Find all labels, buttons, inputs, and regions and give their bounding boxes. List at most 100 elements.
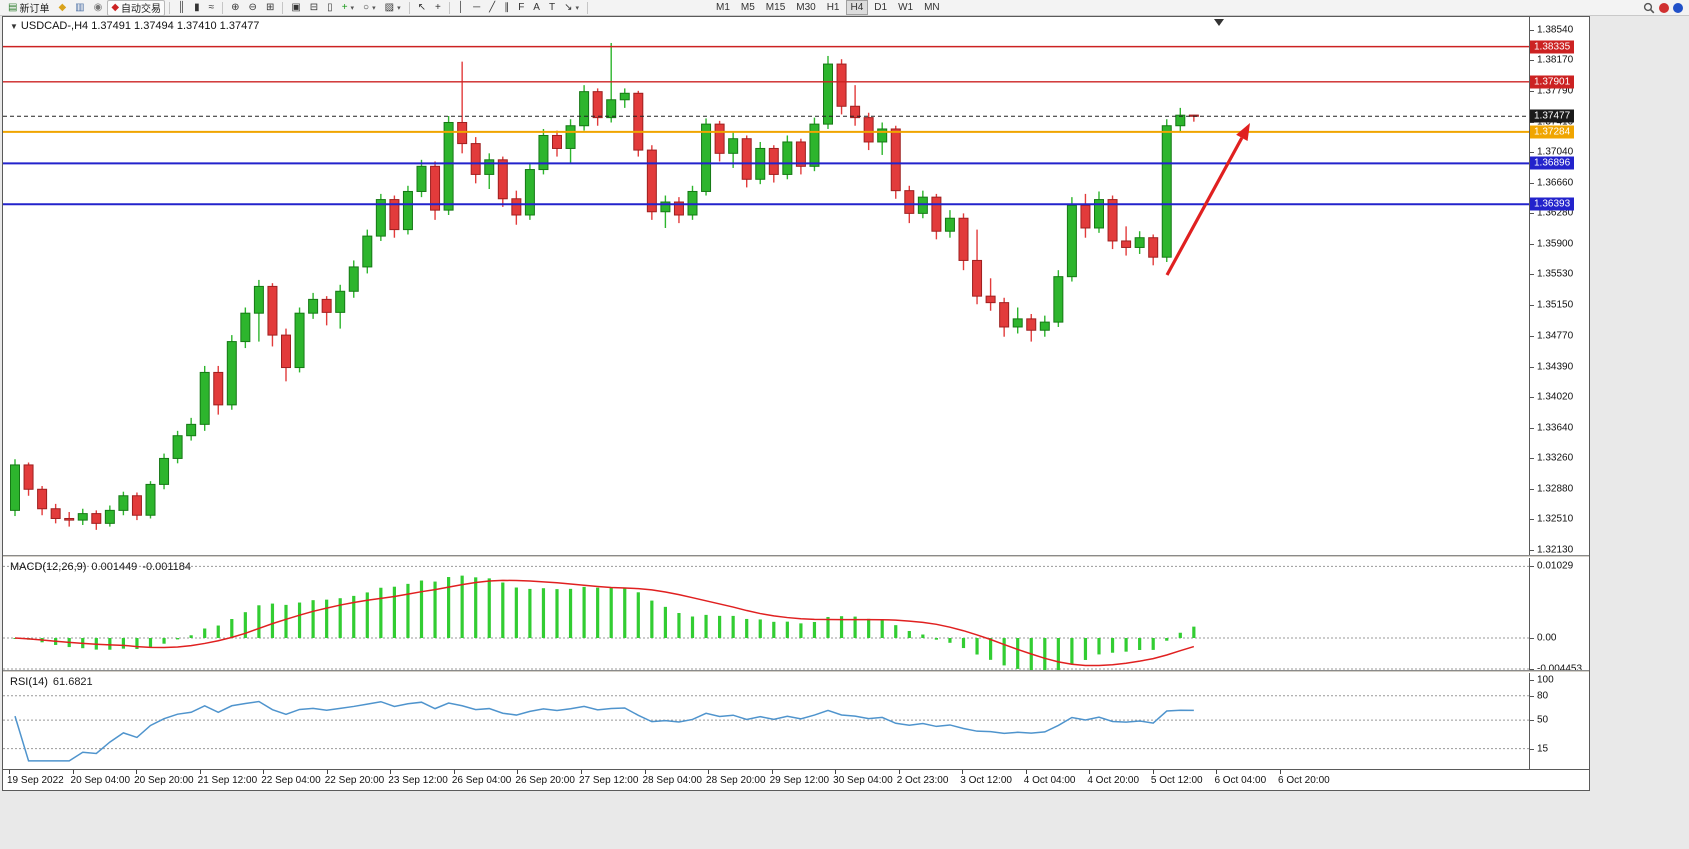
candle [362, 229, 373, 274]
period-button[interactable]: ○ ▾ [359, 0, 380, 16]
candlestick-chart-button[interactable]: ▮ [190, 0, 204, 16]
macd-histogram-bar [284, 604, 288, 638]
timeframe-m5[interactable]: M5 [740, 2, 755, 13]
macd-histogram-bar [352, 595, 356, 638]
text-label-button[interactable]: T [545, 0, 559, 16]
time-axis[interactable]: 19 Sep 2022 20 Sep 04:00 20 Sep 20:00 21 Se… [3, 769, 1589, 790]
line-chart-button[interactable]: ≈ [205, 0, 219, 16]
candle [823, 55, 833, 129]
timeframe-m1[interactable]: M1 [715, 2, 730, 13]
zoom-in-button[interactable]: ⊕ [227, 0, 243, 16]
tile-windows-button[interactable]: ⊞ [262, 0, 278, 16]
horizontal-line-button[interactable]: ─ [469, 0, 484, 16]
macd-chart-svg [3, 565, 1529, 670]
price-axis-label: 1.32130 [1537, 544, 1574, 556]
timeframe-d1[interactable]: D1 [874, 2, 888, 13]
scale-tick [1530, 366, 1534, 368]
price-axis-label: 1.34020 [1537, 391, 1574, 403]
candle [1161, 119, 1172, 263]
macd-title: MACD(12,26,9) 0.001449 -0.001184 [10, 561, 191, 573]
candle [1134, 231, 1145, 254]
time-axis-tick [835, 770, 837, 774]
scale-tick [1530, 427, 1534, 429]
data-window-button[interactable]: ▥ [71, 0, 88, 16]
time-axis-tick [1280, 770, 1281, 774]
text-button[interactable]: A [529, 0, 544, 16]
auto-trading-button[interactable]: ◆ 自动交易 [107, 0, 166, 16]
zoom-out-button[interactable]: ⊖ [245, 0, 261, 16]
alerts-button[interactable]: ◉ [90, 0, 107, 16]
trendline-button[interactable]: ╱ [485, 0, 499, 16]
price-scale[interactable]: 1.385401.381701.377901.374101.370401.366… [1529, 17, 1589, 769]
chart-shift-marker[interactable] [1214, 19, 1224, 26]
new-order-button[interactable]: ▤ 新订单 [4, 0, 53, 16]
market-watch-button[interactable]: ◆ [54, 0, 70, 16]
candle [64, 511, 75, 527]
channel-button[interactable]: ∥ [500, 0, 513, 16]
price-axis-label: 1.38540 [1537, 24, 1574, 36]
price-axis-label: 1.36660 [1537, 177, 1574, 189]
timeframe-h4[interactable]: H4 [845, 0, 869, 15]
macd-histogram-bar [704, 614, 708, 638]
trend-arrow-annotation[interactable] [1165, 123, 1250, 276]
cascade-windows-button[interactable]: ▣ [287, 0, 304, 16]
fibonacci-button[interactable]: F [514, 0, 528, 16]
add-indicator-button[interactable]: + ▾ [338, 0, 358, 16]
macd-histogram-bar [731, 615, 735, 638]
pane-divider[interactable] [3, 555, 1589, 558]
price-pane[interactable]: ▼ USDCAD-,H4 1.37491 1.37494 1.37410 1.37… [3, 17, 1529, 555]
macd-pane[interactable]: MACD(12,26,9) 0.001449 -0.001184 [3, 558, 1529, 670]
crosshair-button[interactable]: + [431, 0, 445, 16]
tile-vertical-button[interactable]: ▯ [323, 0, 337, 16]
price-axis-label: 1.36280 [1537, 207, 1574, 219]
macd-histogram-bar [1178, 632, 1182, 638]
macd-histogram-bar [826, 616, 830, 638]
time-axis-tick [136, 770, 138, 774]
horizontal-line-icon: ─ [473, 1, 481, 13]
scale-tick [1530, 305, 1534, 307]
macd-histogram-bar [487, 578, 491, 638]
candle [850, 85, 861, 126]
cascade-windows-icon: ▣ [291, 1, 301, 13]
macd-histogram-bar [921, 634, 925, 638]
toolbar-separator [169, 1, 171, 14]
template-button[interactable]: ▨ ▾ [381, 0, 405, 16]
timeframe-w1[interactable]: W1 [898, 2, 914, 13]
macd-histogram-bar [1124, 638, 1128, 652]
search-icon[interactable] [1643, 2, 1655, 14]
macd-histogram-bar [176, 638, 180, 640]
timeframe-m30[interactable]: M30 [796, 2, 816, 13]
red-circle-icon[interactable] [1659, 2, 1669, 13]
candle [253, 279, 264, 342]
bar-chart-button[interactable]: ║ [174, 0, 189, 16]
candle [172, 430, 183, 464]
bar-chart-icon: ║ [178, 1, 186, 13]
symbol-dropdown-icon[interactable]: ▼ [10, 22, 18, 31]
pane-divider[interactable] [3, 670, 1589, 673]
macd-histogram-bar [772, 621, 776, 638]
candle [416, 159, 427, 198]
scale-tick [1530, 489, 1534, 491]
rsi-chart-svg [3, 695, 1529, 762]
timeframe-h1[interactable]: H1 [826, 2, 840, 13]
vertical-line-button[interactable]: │ [454, 0, 468, 16]
time-axis-tick [644, 770, 646, 774]
time-axis-tick [771, 770, 773, 774]
candle [741, 135, 752, 188]
blue-circle-icon[interactable] [1673, 2, 1683, 13]
time-axis-label: 26 Sep 04:00 [451, 775, 512, 786]
macd-histogram-bar [528, 588, 532, 638]
chart-title: ▼ USDCAD-,H4 1.37491 1.37494 1.37410 1.37… [10, 20, 259, 32]
timeframe-m15[interactable]: M15 [765, 2, 786, 13]
candle [281, 328, 291, 382]
candle [1066, 197, 1077, 282]
cursor-button[interactable]: ↖ [414, 0, 430, 16]
candle [104, 505, 115, 527]
candle [944, 210, 955, 238]
rsi-pane[interactable]: RSI(14) 61.6821 [3, 673, 1529, 769]
tile-horizontal-button[interactable]: ⊟ [306, 0, 322, 16]
template-icon: ▨ [384, 1, 395, 13]
arrows-button[interactable]: ↘ ▾ [560, 0, 583, 16]
timeframe-mn[interactable]: MN [924, 2, 940, 13]
macd-histogram-bar [433, 581, 437, 638]
